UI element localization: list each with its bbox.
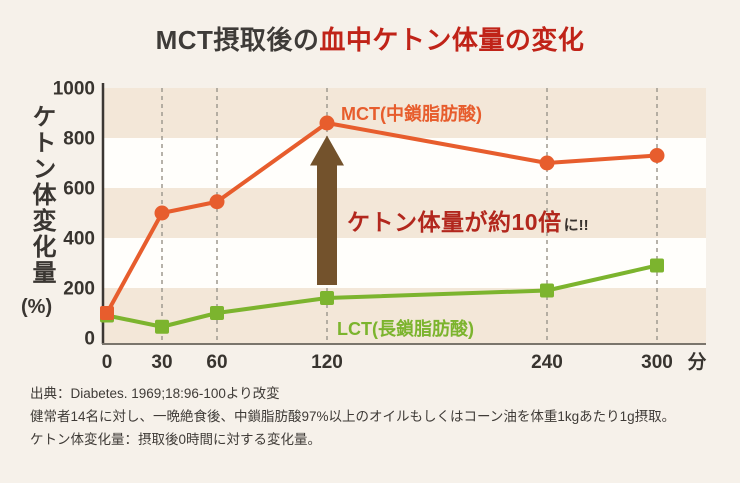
x-tick-label: 60 (206, 352, 227, 373)
series-line-mct (105, 121, 659, 315)
x-tick-label: 120 (311, 352, 343, 373)
page-title: MCT摂取後の血中ケトン体量の変化 (0, 20, 740, 57)
y-axis-unit: (%) (21, 296, 53, 318)
series-label-mct: MCT(中鎖脂肪酸) (341, 104, 482, 124)
data-point (649, 148, 665, 163)
plot-band (103, 88, 706, 138)
y-tick-label: 0 (84, 329, 95, 350)
x-tick-label: 30 (151, 352, 172, 373)
annotation-suffix-text: に!! (563, 217, 589, 234)
data-point (100, 306, 114, 320)
series-line-lct (105, 263, 659, 329)
data-point (320, 291, 334, 305)
data-point (154, 205, 170, 221)
data-point (540, 283, 554, 298)
footnote-source: 出典：Diabetes. 1969;18:96-100より改変 (30, 386, 280, 401)
footnote-definition: ケトン体変化量：摂取後0時間に対する変化量。 (30, 432, 322, 447)
page-title-prefix: MCT摂取後の (155, 25, 320, 55)
data-point (210, 306, 224, 320)
y-tick-label: 600 (63, 179, 95, 200)
y-tick-label: 800 (63, 129, 95, 150)
data-point (155, 319, 169, 334)
page-title-highlight: 血中ケトン体量の変化 (319, 25, 585, 55)
y-tick-label: 400 (63, 229, 95, 250)
data-point (650, 258, 664, 273)
plot-band (103, 188, 706, 238)
y-axis-title: ケトン体変化量 (28, 104, 55, 286)
x-tick-label: 300 (641, 352, 673, 373)
y-tick-label: 1000 (53, 79, 95, 100)
x-tick-label: 0 (102, 352, 113, 373)
data-point (319, 115, 335, 131)
series-label-lct: LCT(長鎖脂肪酸) (337, 319, 474, 339)
plot-band (103, 238, 706, 288)
y-tick-label: 200 (63, 279, 95, 300)
annotation-ten-times: ケトン体量が約10倍 に!! (347, 203, 589, 237)
annotation-main-text: ケトン体量が約10倍 (347, 209, 562, 235)
data-point (209, 194, 225, 210)
x-axis-unit: 分 (687, 351, 706, 373)
footnote-method: 健常者14名に対し、一晩絶食後、中鎖脂肪酸97%以上のオイルもしくはコーン油を体… (30, 409, 676, 424)
data-point (539, 155, 555, 171)
footnotes: 出典：Diabetes. 1969;18:96-100より改変 健常者14名に対… (30, 382, 675, 451)
plot-band (103, 138, 706, 188)
x-tick-label: 240 (531, 352, 563, 373)
annotation-arrow (310, 135, 344, 285)
